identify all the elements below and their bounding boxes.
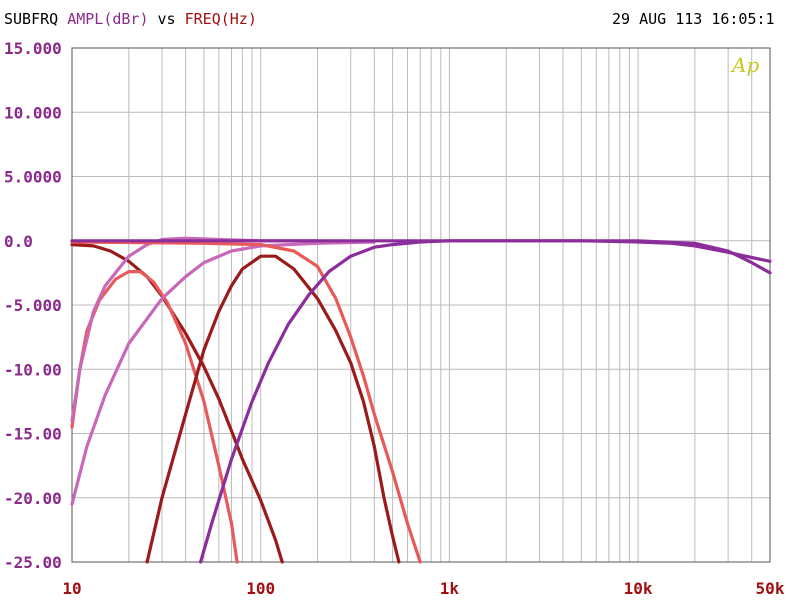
title-part: SUBFRQ [4, 10, 58, 28]
chart-title: SUBFRQ AMPL(dBr) vs FREQ(Hz) [4, 10, 257, 28]
series-line [70, 240, 376, 506]
title-part: FREQ(Hz) [176, 10, 257, 28]
x-tick-label: 10k [624, 579, 653, 598]
y-tick-label: 0.0 [4, 232, 33, 251]
grid [71, 47, 771, 563]
series-layer [70, 236, 772, 564]
timestamp: 29 AUG 113 16:05:1 [612, 10, 775, 28]
ap-logo: Ap [730, 53, 759, 77]
title-part: vs [149, 10, 176, 28]
series-line [145, 254, 401, 564]
y-axis-ticks: 15.000 10.000 5.0000 0.0 -5.000 -10.00 -15.00 -… [4, 39, 62, 572]
x-tick-label: 50k [756, 579, 785, 598]
x-tick-label: 10 [62, 579, 81, 598]
series-line [70, 239, 772, 275]
series-line [70, 243, 284, 564]
series-line [70, 236, 320, 423]
y-tick-label: -15.00 [4, 425, 62, 444]
x-axis-ticks: 10 100 1k 10k 50k [62, 579, 784, 598]
x-tick-label: 100 [246, 579, 275, 598]
series-line [199, 239, 772, 564]
y-tick-label: 15.000 [4, 39, 62, 58]
chart-header: SUBFRQ AMPL(dBr) vs FREQ(Hz) 29 AUG 113 … [4, 10, 775, 28]
y-tick-label: -10.00 [4, 360, 62, 379]
y-tick-label: -25.00 [4, 553, 62, 572]
y-tick-label: -20.00 [4, 489, 62, 508]
x-tick-label: 1k [440, 579, 460, 598]
title-part: AMPL(dBr) [58, 10, 148, 28]
series-line [70, 240, 422, 564]
y-tick-label: -5.000 [4, 296, 62, 315]
y-tick-label: 10.000 [4, 103, 62, 122]
y-tick-label: 5.0000 [4, 168, 62, 187]
